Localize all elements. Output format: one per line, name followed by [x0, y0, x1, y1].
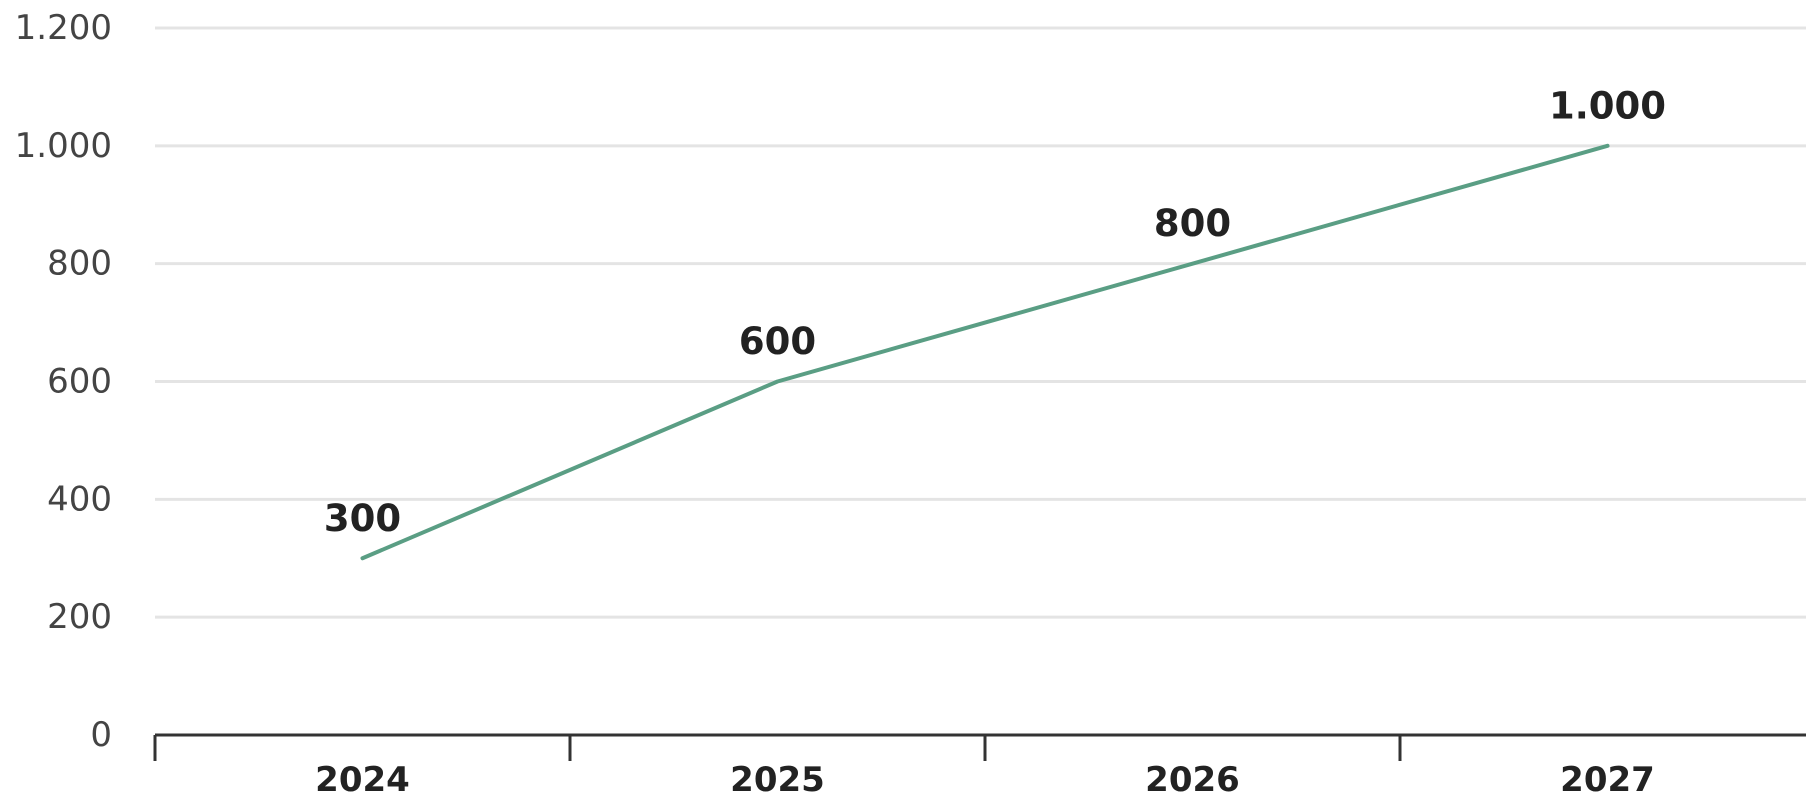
data-label: 600 [739, 320, 816, 363]
data-point [777, 381, 778, 382]
data-label: 800 [1154, 202, 1231, 245]
data-labels: 300 600 800 1.000 [324, 84, 1666, 539]
y-tick-label: 1.200 [15, 8, 112, 48]
y-tick-label: 800 [47, 244, 112, 284]
series-line [360, 143, 1610, 561]
y-tick-label: 600 [47, 362, 112, 402]
y-tick-label: 0 [90, 715, 112, 755]
y-tick-label: 200 [47, 597, 112, 637]
x-tick-label: 2026 [1145, 760, 1240, 794]
y-tick-label: 400 [47, 479, 112, 519]
x-axis: 2024 2025 2026 2027 [153, 733, 1806, 794]
data-point [362, 557, 363, 559]
data-label: 1.000 [1549, 84, 1666, 127]
y-axis: 0 200 400 600 800 1.000 1.200 [15, 8, 112, 755]
x-tick-label: 2027 [1560, 760, 1655, 794]
series-layer [360, 143, 1610, 561]
x-tick-label: 2024 [315, 760, 410, 794]
grid-lines [155, 26, 1806, 619]
data-point [1607, 145, 1608, 147]
y-tick-label: 1.000 [15, 126, 112, 166]
data-point [1192, 263, 1193, 265]
data-label: 300 [324, 497, 401, 540]
x-tick-label: 2025 [730, 760, 825, 794]
